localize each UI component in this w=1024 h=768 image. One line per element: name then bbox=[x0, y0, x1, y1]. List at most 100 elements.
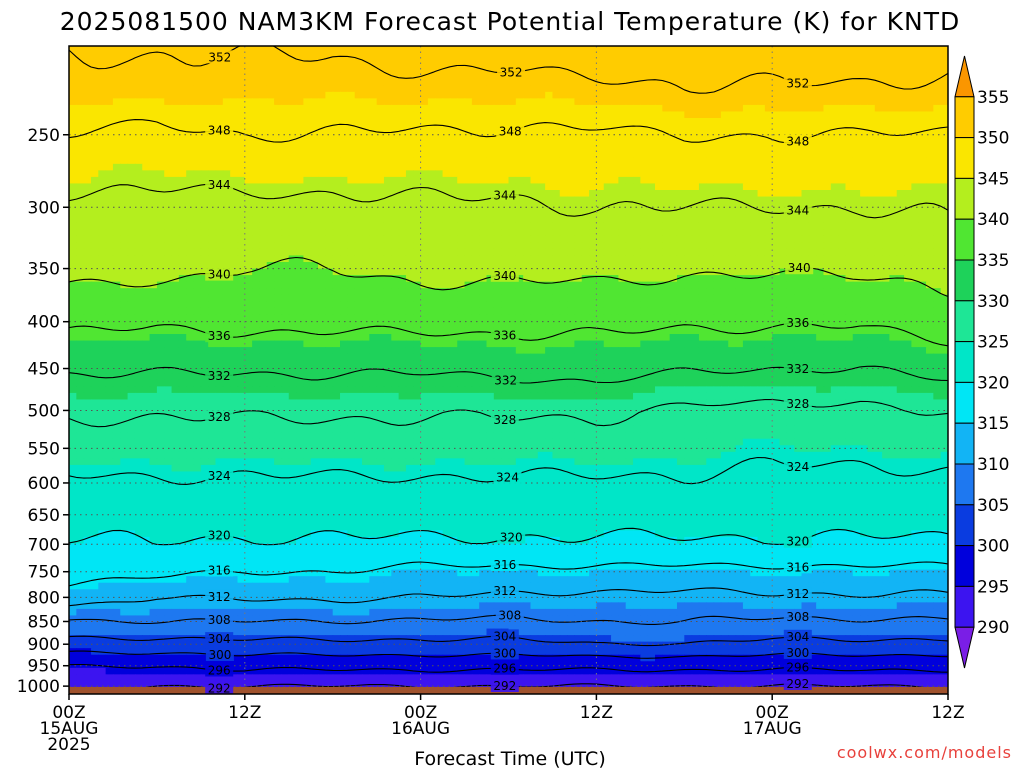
theta-cell bbox=[735, 281, 744, 289]
theta-cell bbox=[405, 150, 414, 158]
theta-cell bbox=[764, 118, 773, 126]
theta-cell bbox=[662, 91, 671, 99]
theta-cell bbox=[889, 111, 898, 119]
theta-cell bbox=[786, 52, 795, 60]
theta-cell bbox=[479, 98, 488, 106]
theta-cell bbox=[457, 235, 466, 243]
theta-cell bbox=[830, 268, 839, 276]
theta-cell bbox=[274, 235, 283, 243]
theta-cell bbox=[296, 46, 304, 54]
theta-cell bbox=[537, 248, 546, 257]
theta-cell bbox=[186, 248, 195, 257]
theta-cell bbox=[420, 216, 429, 224]
theta-cell bbox=[347, 176, 356, 185]
theta-cell bbox=[918, 91, 927, 99]
theta-cell bbox=[178, 216, 187, 224]
theta-cell bbox=[874, 59, 883, 67]
theta-cell bbox=[296, 294, 304, 302]
theta-cell bbox=[398, 85, 407, 93]
theta-cell bbox=[530, 209, 539, 217]
theta-cell bbox=[764, 91, 773, 99]
theta-cell bbox=[742, 98, 751, 106]
theta-cell bbox=[354, 301, 363, 309]
theta-cell bbox=[728, 176, 737, 185]
theta-cell bbox=[596, 157, 605, 165]
theta-cell bbox=[244, 262, 253, 270]
theta-cell bbox=[574, 98, 583, 106]
theta-cell bbox=[808, 255, 817, 263]
theta-cell bbox=[105, 209, 114, 217]
theta-cell bbox=[149, 157, 158, 165]
theta-cell bbox=[435, 150, 444, 158]
theta-cell bbox=[515, 262, 524, 270]
theta-cell bbox=[669, 104, 678, 113]
theta-cell bbox=[889, 78, 898, 86]
theta-cell bbox=[896, 59, 905, 67]
theta-cell bbox=[318, 268, 326, 276]
theta-cell bbox=[266, 59, 275, 67]
theta-cell bbox=[76, 209, 85, 217]
theta-cell bbox=[772, 235, 781, 243]
theta-cell bbox=[332, 59, 341, 67]
theta-cell bbox=[838, 131, 847, 139]
theta-cell bbox=[574, 52, 583, 60]
theta-cell bbox=[698, 46, 707, 54]
theta-cell bbox=[633, 242, 641, 250]
theta-cell bbox=[486, 314, 495, 322]
theta-cell bbox=[669, 307, 678, 315]
theta-cell bbox=[794, 301, 803, 309]
theta-cell bbox=[171, 144, 180, 152]
theta-cell bbox=[904, 176, 912, 185]
theta-cell bbox=[933, 255, 942, 263]
theta-cell bbox=[186, 216, 195, 224]
theta-cell bbox=[779, 275, 788, 283]
theta-cell bbox=[874, 255, 883, 263]
theta-cell bbox=[457, 52, 466, 60]
theta-cell bbox=[76, 118, 85, 126]
theta-cell bbox=[405, 307, 414, 315]
theta-cell bbox=[742, 222, 751, 230]
theta-cell bbox=[142, 294, 151, 302]
theta-cell bbox=[178, 52, 187, 60]
theta-cell bbox=[911, 262, 920, 270]
theta-cell bbox=[662, 268, 671, 276]
theta-cell bbox=[655, 157, 663, 165]
theta-cell bbox=[398, 209, 407, 217]
theta-cell bbox=[779, 46, 788, 54]
theta-cell bbox=[442, 248, 451, 257]
theta-cell bbox=[508, 235, 517, 243]
theta-cell bbox=[545, 314, 554, 322]
theta-cell bbox=[222, 111, 231, 119]
theta-cell bbox=[362, 222, 370, 230]
theta-cell bbox=[669, 111, 678, 119]
theta-cell bbox=[940, 91, 948, 99]
theta-cell bbox=[684, 98, 693, 106]
theta-cell bbox=[574, 203, 583, 211]
theta-cell bbox=[581, 163, 590, 171]
theta-cell bbox=[259, 91, 268, 99]
theta-cell bbox=[318, 190, 326, 198]
theta-cell bbox=[413, 111, 422, 119]
theta-cell bbox=[713, 242, 722, 250]
theta-cell bbox=[889, 104, 898, 113]
theta-cell bbox=[259, 262, 268, 270]
theta-cell bbox=[274, 150, 283, 158]
theta-cell bbox=[552, 104, 561, 113]
theta-cell bbox=[383, 157, 392, 165]
theta-cell bbox=[845, 294, 854, 302]
theta-cell bbox=[655, 65, 663, 73]
theta-cell bbox=[545, 118, 554, 126]
theta-cell bbox=[266, 65, 275, 73]
theta-cell bbox=[882, 52, 890, 60]
theta-cell bbox=[303, 216, 312, 224]
theta-cell bbox=[691, 98, 700, 106]
theta-cell bbox=[362, 91, 370, 99]
theta-cell bbox=[178, 104, 187, 113]
theta-cell bbox=[904, 301, 912, 309]
theta-cell bbox=[156, 262, 165, 270]
theta-cell bbox=[318, 85, 326, 93]
theta-cell bbox=[105, 255, 114, 263]
theta-cell bbox=[171, 157, 180, 165]
theta-cell bbox=[435, 281, 444, 289]
theta-cell bbox=[772, 222, 781, 230]
